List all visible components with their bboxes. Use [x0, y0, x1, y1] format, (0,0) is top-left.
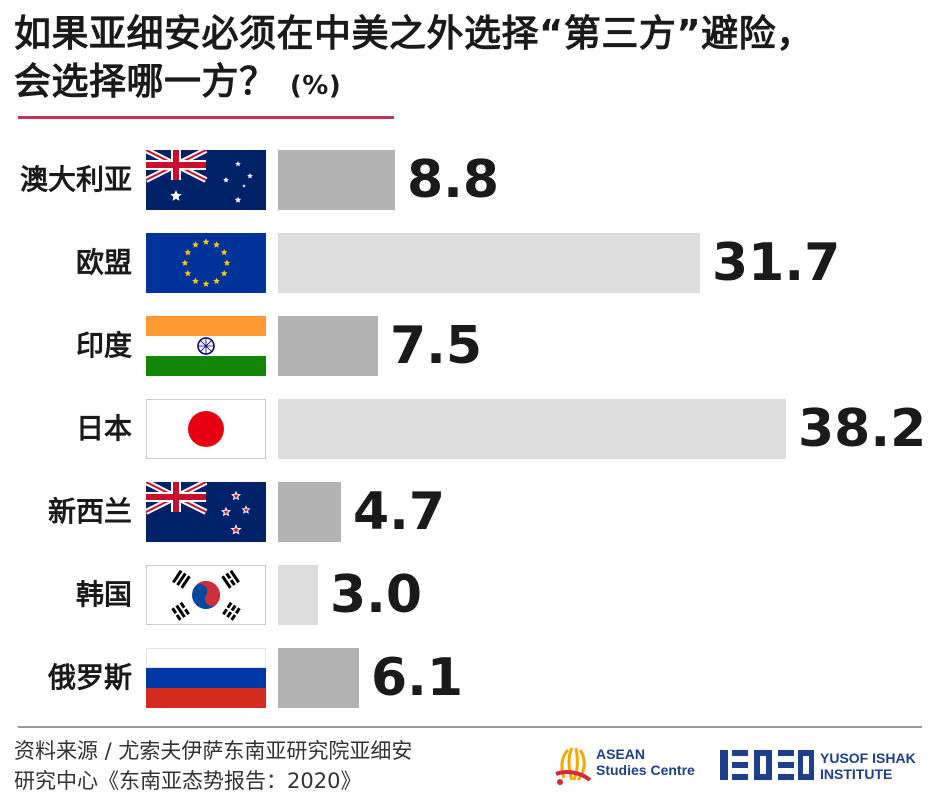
- south-korea-flag-icon: [146, 565, 266, 625]
- asean-logo-line-2: Studies Centre: [596, 762, 695, 778]
- iseas-logo-line-2: INSTITUTE: [820, 766, 893, 782]
- india-flag-icon: [146, 316, 266, 376]
- title-line-2-text: 会选择哪一方？: [14, 60, 277, 103]
- bar: [278, 316, 378, 376]
- category-label: 欧盟: [75, 246, 132, 279]
- asean-logo-line-1: ASEAN: [596, 746, 646, 762]
- category-label: 俄罗斯: [47, 661, 132, 694]
- data-label: 4.7: [353, 482, 446, 542]
- title-underline: [18, 116, 394, 119]
- category-label: 韩国: [75, 578, 132, 611]
- asean-logo-text: ASEAN Studies Centre: [596, 746, 695, 778]
- new-zealand-flag-icon: [146, 482, 266, 542]
- bar: [278, 150, 395, 210]
- data-label: 3.0: [330, 565, 423, 625]
- russia-flag-icon: [146, 648, 266, 708]
- data-label: 8.8: [407, 150, 500, 210]
- data-label: 31.7: [712, 233, 841, 293]
- title-line-1: 如果亚细安必须在中美之外选择“第三方”避险，: [14, 12, 814, 55]
- bar: [278, 648, 359, 708]
- source-note: 资料来源 / 尤索夫伊萨东南亚研究院亚细安 研究中心《东南亚态势报告：2020》: [14, 736, 534, 796]
- category-label: 新西兰: [47, 495, 132, 528]
- bar: [278, 565, 318, 625]
- title-unit: (%): [289, 71, 342, 101]
- footer-divider: [18, 726, 922, 728]
- data-label: 6.1: [371, 648, 464, 708]
- asean-emblem-icon: [555, 747, 592, 785]
- australia-flag-icon: [146, 150, 266, 210]
- data-label: 38.2: [798, 399, 927, 459]
- iseas-logo-mark-icon: [720, 750, 814, 780]
- iseas-logo-text: YUSOF ISHAK INSTITUTE: [820, 750, 916, 782]
- asean-studies-centre-logo: [555, 747, 592, 785]
- bar: [278, 399, 786, 459]
- bar: [278, 482, 341, 542]
- bar: [278, 233, 700, 293]
- japan-flag-icon: [146, 399, 266, 459]
- category-label: 印度: [75, 329, 132, 362]
- source-line-1: 资料来源 / 尤索夫伊萨东南亚研究院亚细安: [14, 739, 413, 763]
- data-label: 7.5: [390, 316, 483, 376]
- iseas-logo-line-1: YUSOF ISHAK: [820, 750, 916, 766]
- category-label: 日本: [75, 412, 132, 445]
- category-label: 澳大利亚: [19, 163, 132, 196]
- title-line-2: 会选择哪一方？ (%): [14, 58, 924, 110]
- source-line-2: 研究中心《东南亚态势报告：2020》: [14, 769, 362, 793]
- chart-title: 如果亚细安必须在中美之外选择“第三方”避险， 会选择哪一方？ (%): [14, 10, 924, 110]
- eu-flag-icon: [146, 233, 266, 293]
